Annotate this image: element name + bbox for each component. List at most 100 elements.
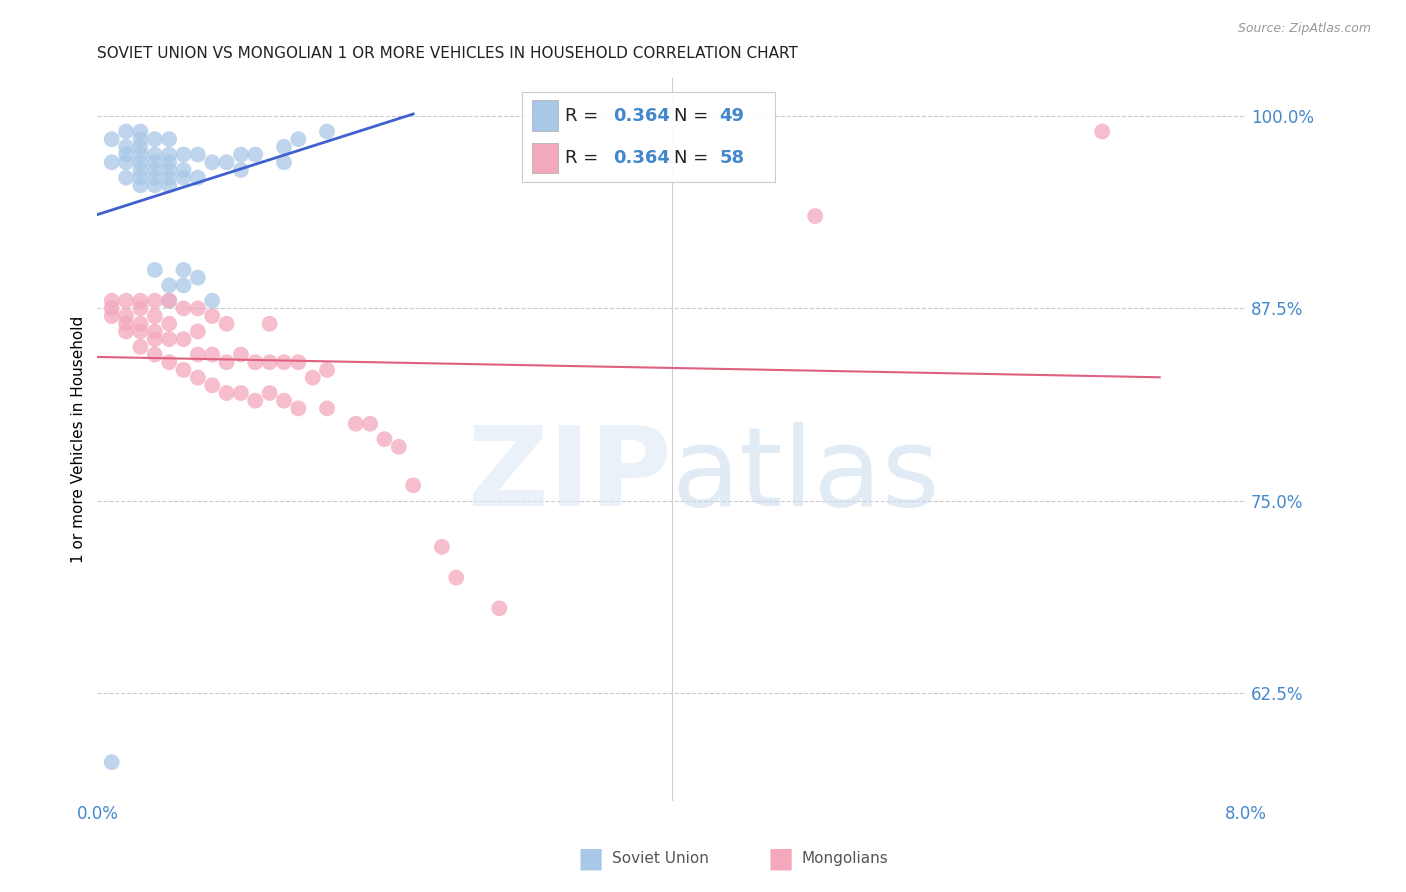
Text: Mongolians: Mongolians (801, 851, 889, 865)
Point (804, 209, 827, 223)
Point (143, 309, 166, 323)
Point (215, 355, 238, 369)
Text: atlas: atlas (672, 422, 941, 529)
Point (359, 417, 381, 431)
Point (129, 317, 152, 331)
Point (488, 601, 510, 615)
Text: SOVIET UNION VS MONGOLIAN 1 OR MORE VEHICLES IN HOUSEHOLD CORRELATION CHART: SOVIET UNION VS MONGOLIAN 1 OR MORE VEHI… (97, 46, 799, 62)
Y-axis label: 1 or more Vehicles in Household: 1 or more Vehicles in Household (72, 316, 86, 563)
Point (143, 147, 166, 161)
Point (173, 332, 195, 346)
Point (157, 317, 180, 331)
Point (245, 147, 267, 161)
Point (143, 263, 166, 277)
Point (287, 132, 309, 146)
Point (173, 263, 195, 277)
Point (143, 325, 166, 339)
Point (129, 132, 152, 146)
Point (215, 386, 238, 401)
Point (100, 301, 122, 316)
Point (143, 155, 166, 169)
Point (115, 293, 138, 308)
Point (287, 401, 309, 416)
Point (316, 401, 339, 416)
Point (173, 170, 195, 185)
Point (229, 163, 252, 178)
Point (115, 317, 138, 331)
Point (215, 317, 238, 331)
Point (143, 170, 166, 185)
Point (173, 278, 195, 293)
Point (201, 155, 224, 169)
Point (287, 355, 309, 369)
Point (402, 478, 425, 492)
Point (259, 317, 281, 331)
Point (157, 332, 180, 346)
Point (100, 132, 122, 146)
Point (430, 540, 453, 554)
Point (100, 755, 122, 769)
Point (229, 147, 252, 161)
Point (115, 170, 138, 185)
Point (143, 347, 166, 361)
Point (173, 163, 195, 178)
Point (129, 301, 152, 316)
Point (157, 293, 180, 308)
Point (173, 363, 195, 377)
Point (173, 301, 195, 316)
Text: ■: ■ (768, 844, 793, 872)
Point (273, 155, 295, 169)
Point (100, 155, 122, 169)
Point (373, 432, 395, 446)
Point (143, 163, 166, 178)
Text: Source: ZipAtlas.com: Source: ZipAtlas.com (1237, 22, 1371, 36)
Point (157, 155, 180, 169)
Point (187, 170, 209, 185)
Text: Soviet Union: Soviet Union (612, 851, 709, 865)
Point (157, 132, 180, 146)
Point (129, 155, 152, 169)
Point (187, 347, 209, 361)
Point (143, 132, 166, 146)
Point (273, 140, 295, 154)
Point (129, 163, 152, 178)
Point (273, 355, 295, 369)
Point (115, 309, 138, 323)
Point (316, 124, 339, 138)
Point (229, 347, 252, 361)
Point (115, 147, 138, 161)
Point (215, 155, 238, 169)
Point (157, 293, 180, 308)
Point (259, 355, 281, 369)
Point (129, 178, 152, 193)
Point (100, 293, 122, 308)
Point (115, 155, 138, 169)
Point (187, 147, 209, 161)
Point (129, 340, 152, 354)
Point (229, 386, 252, 401)
Point (187, 301, 209, 316)
Point (115, 140, 138, 154)
Point (187, 270, 209, 285)
Point (201, 309, 224, 323)
Point (316, 363, 339, 377)
Point (100, 309, 122, 323)
Point (201, 293, 224, 308)
Point (344, 417, 367, 431)
Point (129, 170, 152, 185)
Point (388, 440, 411, 454)
Point (245, 355, 267, 369)
Point (444, 571, 467, 585)
Point (143, 332, 166, 346)
Text: ZIP: ZIP (468, 422, 672, 529)
Point (1091, 124, 1114, 138)
Point (129, 293, 152, 308)
Point (157, 355, 180, 369)
Point (129, 325, 152, 339)
Point (187, 325, 209, 339)
Point (201, 347, 224, 361)
Point (143, 178, 166, 193)
Point (129, 147, 152, 161)
Point (259, 386, 281, 401)
Point (129, 140, 152, 154)
